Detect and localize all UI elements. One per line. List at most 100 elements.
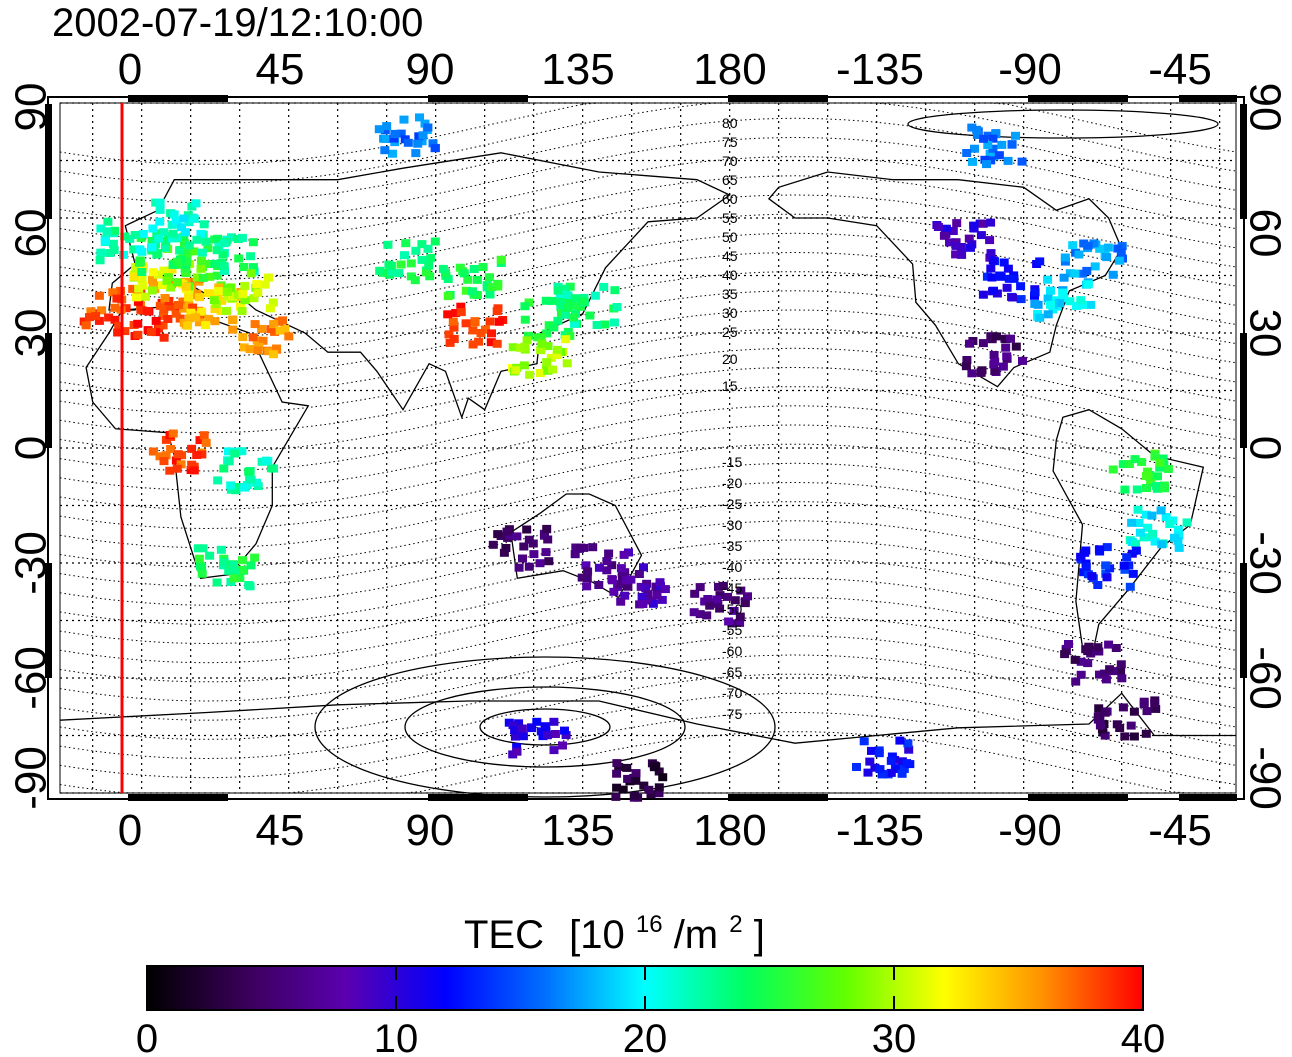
tec-cell bbox=[1083, 659, 1093, 668]
magnetic-latitude-labels: 80 75 70 65 60 55 50 45 40 35 30 25 20 15 -15 -20 -25 -30… bbox=[722, 115, 742, 722]
tec-cell bbox=[104, 313, 114, 322]
timestamp: 2002-07-19/12:10:00 bbox=[52, 1, 423, 45]
tec-cell bbox=[1003, 264, 1013, 273]
tec-cell bbox=[146, 327, 156, 336]
tec-cell bbox=[639, 563, 648, 572]
tec-cell bbox=[1001, 343, 1011, 352]
frame-tick bbox=[728, 95, 828, 102]
tec-cell bbox=[1030, 288, 1040, 297]
tec-cell bbox=[196, 264, 206, 273]
tec-cell bbox=[172, 464, 182, 473]
tec-cell bbox=[148, 275, 157, 284]
tec-cell bbox=[375, 266, 385, 275]
tec-cell bbox=[1043, 294, 1053, 303]
tec-patch bbox=[1030, 275, 1096, 322]
tec-cell bbox=[550, 730, 560, 738]
tec-cell bbox=[492, 307, 502, 316]
magnetic-latitude-label: -50 bbox=[722, 601, 742, 617]
tec-cell bbox=[571, 294, 580, 303]
tec-cell bbox=[902, 759, 912, 768]
tec-cell bbox=[1131, 546, 1141, 555]
tec-cell bbox=[493, 282, 503, 291]
tec-cell bbox=[1002, 352, 1012, 361]
tec-cell bbox=[380, 126, 390, 135]
tec-cell bbox=[451, 309, 461, 317]
magnetic-latitude-label: 45 bbox=[722, 248, 738, 264]
tec-cell bbox=[895, 736, 905, 745]
tec-cell bbox=[380, 146, 390, 155]
tec-cell bbox=[652, 591, 662, 600]
colorbar-tick-label: 40 bbox=[1121, 1017, 1166, 1057]
tec-cell bbox=[560, 331, 570, 340]
tec-patch bbox=[852, 736, 915, 779]
tec-cell bbox=[986, 249, 996, 258]
tec-cell bbox=[644, 785, 654, 794]
bottom-longitude-label: 180 bbox=[693, 806, 766, 855]
tec-cell bbox=[616, 597, 626, 606]
tec-cell bbox=[168, 229, 178, 238]
tec-cell bbox=[133, 319, 143, 328]
tec-cell bbox=[690, 589, 700, 598]
coastline bbox=[108, 152, 731, 420]
tec-cell bbox=[388, 149, 397, 158]
tec-cell bbox=[1004, 274, 1014, 283]
tec-cell bbox=[181, 282, 191, 291]
tec-cell bbox=[484, 273, 494, 282]
tec-cell bbox=[81, 321, 91, 330]
tec-cell bbox=[952, 219, 962, 228]
tec-cell bbox=[205, 551, 215, 560]
tec-patch bbox=[1060, 640, 1127, 686]
tec-cell bbox=[1076, 670, 1086, 679]
frame-tick bbox=[1028, 794, 1128, 801]
tec-cell bbox=[865, 757, 875, 766]
tec-cell bbox=[964, 234, 974, 243]
tec-cell bbox=[443, 310, 453, 319]
tec-cell bbox=[459, 269, 469, 278]
tec-cell bbox=[171, 309, 181, 318]
top-longitude-label: 135 bbox=[541, 45, 614, 94]
tec-cell bbox=[237, 233, 247, 242]
magnetic-latitude-label: 50 bbox=[722, 229, 738, 245]
tec-cell bbox=[494, 317, 504, 326]
tec-cell bbox=[147, 286, 157, 295]
tec-cell bbox=[968, 157, 977, 166]
tec-cell bbox=[155, 198, 165, 207]
tec-cell bbox=[180, 264, 190, 273]
tec-patch bbox=[1059, 239, 1127, 282]
tec-cell bbox=[401, 239, 411, 248]
tec-cell bbox=[1139, 697, 1149, 706]
tec-cell bbox=[128, 284, 138, 293]
tec-cell bbox=[114, 322, 124, 330]
tec-cell bbox=[189, 466, 199, 475]
tec-cell bbox=[620, 591, 630, 600]
tec-cell bbox=[400, 251, 409, 260]
tec-cell bbox=[1126, 721, 1136, 730]
tec-cell bbox=[712, 595, 722, 604]
tec-cell bbox=[1093, 712, 1103, 721]
tec-cell bbox=[219, 557, 229, 566]
tec-cell bbox=[470, 318, 480, 327]
tec-cell bbox=[1119, 561, 1129, 570]
coastline bbox=[510, 493, 643, 599]
tec-cell bbox=[197, 569, 207, 578]
tec-cell bbox=[1101, 561, 1111, 570]
tec-cell bbox=[1101, 675, 1111, 684]
tec-cell bbox=[179, 239, 189, 248]
tec-cell bbox=[1128, 569, 1138, 578]
tec-cell bbox=[137, 268, 147, 276]
tec-cell bbox=[903, 739, 913, 748]
tec-cell bbox=[735, 618, 745, 627]
tec-cell bbox=[1016, 282, 1026, 291]
tec-cell bbox=[899, 765, 909, 773]
tec-cell bbox=[1083, 647, 1093, 656]
tec-cell bbox=[230, 449, 240, 458]
magnetic-latitude-label: -20 bbox=[722, 475, 742, 491]
tec-cell bbox=[609, 318, 619, 327]
tec-cell bbox=[108, 288, 118, 297]
top-longitude-label: 45 bbox=[256, 45, 305, 94]
tec-cell bbox=[547, 296, 557, 305]
magnetic-contour bbox=[59, 635, 1237, 721]
tec-cell bbox=[982, 160, 991, 169]
tec-cell bbox=[411, 149, 421, 158]
tec-cell bbox=[535, 559, 545, 568]
